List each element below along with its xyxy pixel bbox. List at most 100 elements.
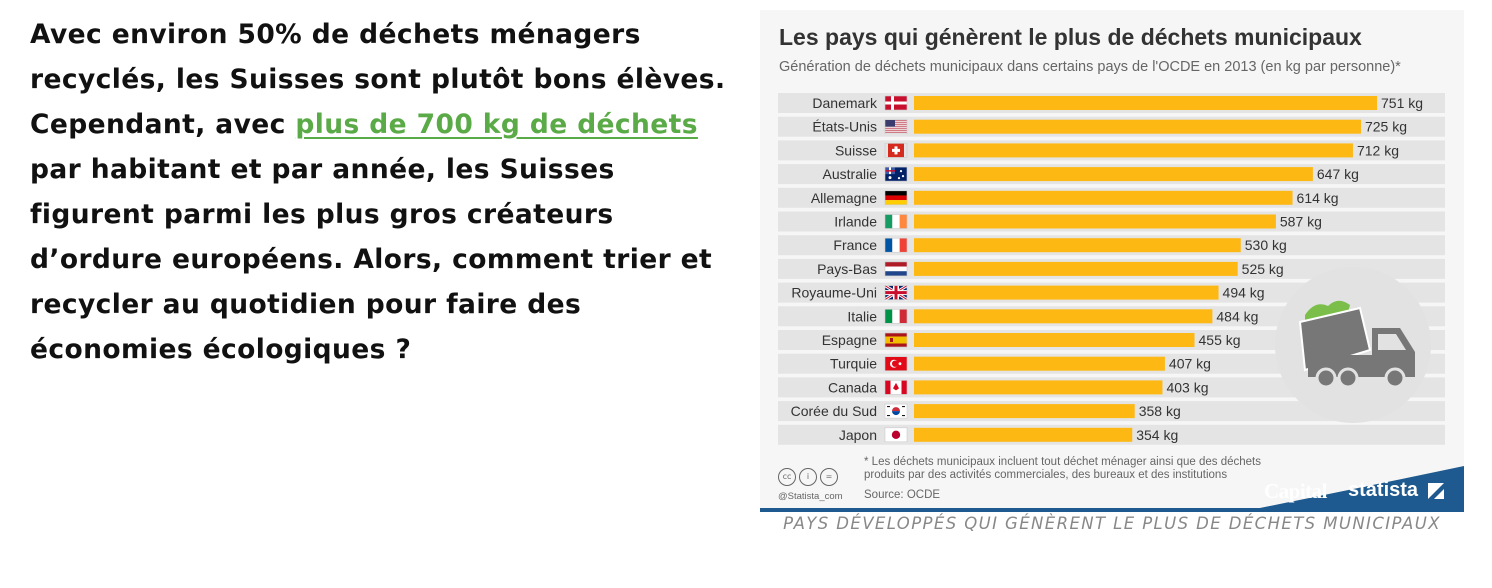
- bar: [914, 238, 1241, 253]
- category-label: Australie: [823, 166, 878, 182]
- flag-stripe: [885, 130, 907, 132]
- flag-star: [898, 362, 902, 366]
- flag-sun: [891, 430, 901, 439]
- flag-band: [892, 238, 900, 253]
- flag-stripe: [885, 126, 907, 128]
- flag-trigram: [902, 415, 905, 417]
- flag-stripe: [885, 122, 907, 124]
- flag-band: [899, 309, 907, 324]
- flag-band: [885, 214, 893, 229]
- flag-taegeuk-bottom: [892, 411, 900, 416]
- chart-title: Les pays qui génèrent le plus de déchets…: [779, 24, 1362, 50]
- flag-band: [885, 266, 907, 272]
- flag-stripe: [885, 124, 907, 126]
- bar: [914, 119, 1361, 134]
- category-label: Suisse: [835, 142, 877, 158]
- category-label: États-Unis: [812, 119, 877, 135]
- attribution-icon: i: [799, 468, 817, 486]
- flag-netherlands-icon: [884, 261, 908, 277]
- flag-band: [885, 200, 907, 205]
- country-flags: [884, 95, 908, 443]
- statista-handle: @Statista_com: [778, 491, 843, 502]
- flag-trigram: [887, 415, 890, 417]
- flag-band: [892, 214, 900, 229]
- category-label: Turquie: [830, 356, 877, 372]
- value-label: 751 kg: [1381, 95, 1423, 111]
- flag-maple-leaf: [893, 382, 899, 391]
- value-label: 358 kg: [1139, 403, 1181, 419]
- flag-star: [897, 177, 901, 180]
- flag-stripe: [885, 127, 907, 129]
- no-derivatives-icon: =: [820, 468, 838, 486]
- garbage-truck-icon: [1275, 267, 1431, 423]
- value-label: 407 kg: [1169, 356, 1211, 372]
- flag-border: [884, 380, 908, 395]
- bar: [914, 167, 1313, 182]
- category-label: Espagne: [822, 332, 877, 348]
- chart-figure: Les pays qui génèrent le plus de déchets…: [760, 10, 1464, 512]
- bar: [914, 143, 1353, 158]
- flag-stripe: [885, 125, 907, 127]
- flag-band: [885, 261, 907, 267]
- flag-france-icon: [884, 237, 908, 253]
- bar: [914, 404, 1135, 419]
- value-label: 403 kg: [1166, 379, 1208, 395]
- flag-japan-icon: [884, 427, 908, 443]
- flag-star: [888, 176, 892, 180]
- value-label: 484 kg: [1216, 308, 1258, 324]
- bar: [914, 285, 1219, 300]
- flag-cross-h: [885, 170, 895, 172]
- flag-usa-icon: [884, 119, 908, 134]
- category-label: France: [833, 237, 877, 253]
- article-text-after: par habitant et par année, les Suisses f…: [30, 154, 713, 365]
- flag-south-korea-icon: [884, 403, 908, 419]
- flag-stripe: [885, 131, 907, 133]
- flag-cross-h: [892, 148, 900, 152]
- flag-border: [884, 119, 908, 134]
- flag-stripe: [885, 123, 907, 125]
- flag-spain-icon: [884, 332, 908, 348]
- bar: [914, 380, 1163, 395]
- flag-band: [885, 343, 907, 347]
- flag-border: [884, 403, 908, 419]
- waste-stats-link[interactable]: plus de 700 kg de déchets: [295, 109, 698, 140]
- flag-ireland-icon: [884, 214, 908, 229]
- flag-border: [884, 332, 908, 348]
- bar-chart: Danemark États-Unis Suisse Australie Allemag…: [778, 93, 1445, 445]
- flag-border: [884, 166, 908, 182]
- bars: [914, 96, 1377, 442]
- flag-band: [885, 271, 907, 276]
- flag-band: [885, 195, 907, 201]
- value-label: 494 kg: [1223, 285, 1265, 301]
- flag-turkey-icon: [884, 356, 908, 372]
- flag-emblem: [890, 338, 893, 342]
- value-label: 712 kg: [1357, 142, 1399, 158]
- category-label: Japon: [839, 427, 877, 443]
- bar: [914, 333, 1195, 347]
- category-label: Allemagne: [811, 190, 877, 206]
- category-label: Pays-Bas: [817, 261, 877, 277]
- value-label: 647 kg: [1317, 166, 1359, 182]
- value-label: 354 kg: [1136, 427, 1178, 443]
- article-text-before: Avec environ 50% de déchets ménagers rec…: [30, 19, 726, 140]
- value-label: 614 kg: [1297, 190, 1339, 206]
- flag-stripe: [885, 119, 907, 121]
- flag-stripe: [885, 132, 907, 134]
- chart-source: Source: OCDE: [864, 489, 941, 501]
- flag-band: [885, 309, 893, 324]
- flag-uk-icon: [884, 284, 908, 301]
- category-labels: Danemark États-Unis Suisse Australie Allemag…: [791, 95, 878, 443]
- chart-footnote: * Les déchets municipaux incluent tout d…: [864, 456, 1262, 481]
- flag-denmark-icon: [884, 95, 908, 111]
- flag-trigram: [902, 406, 905, 408]
- flag-taegeuk-top: [892, 407, 900, 412]
- bar: [914, 190, 1293, 205]
- flag-band: [885, 333, 907, 337]
- license-icons: cc i =: [778, 468, 838, 486]
- flag-band: [885, 380, 891, 395]
- flag-band: [892, 309, 900, 324]
- flag-stripe: [885, 120, 907, 122]
- flag-band: [899, 238, 907, 253]
- value-label: 530 kg: [1245, 237, 1287, 253]
- flag-border: [884, 285, 908, 300]
